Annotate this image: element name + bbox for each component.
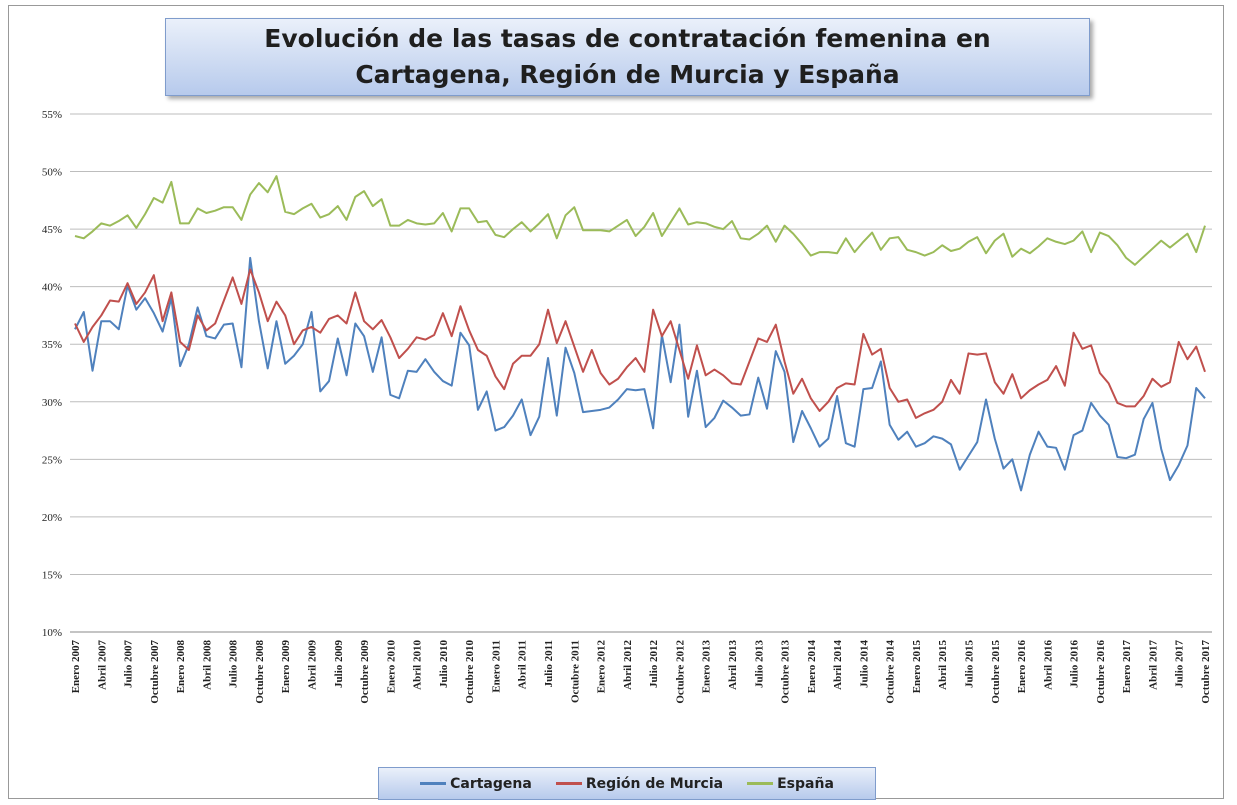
x-tick-label: Julio 2010 xyxy=(438,640,450,688)
x-tick-label: Abril 2007 xyxy=(96,640,108,690)
x-tick-label: Abril 2017 xyxy=(1147,640,1159,690)
y-tick-label: 30% xyxy=(42,397,62,409)
x-tick-label: Enero 2012 xyxy=(596,640,608,694)
y-tick-label: 40% xyxy=(42,282,62,294)
x-tick-label: Abril 2009 xyxy=(307,640,319,690)
x-tick-label: Julio 2011 xyxy=(543,640,555,687)
x-tick-label: Octubre 2013 xyxy=(780,640,792,704)
legend-label: España xyxy=(777,775,834,792)
x-tick-label: Julio 2017 xyxy=(1174,640,1186,688)
x-tick-label: Abril 2012 xyxy=(622,640,634,690)
legend-label: Región de Murcia xyxy=(585,775,724,792)
x-tick-label: Octubre 2008 xyxy=(254,640,266,704)
x-tick-label: Octubre 2009 xyxy=(359,640,371,704)
line-series xyxy=(74,256,1206,492)
x-tick-label: Octubre 2011 xyxy=(569,640,581,703)
line-series xyxy=(74,175,1206,266)
legend-entry: Región de Murcia xyxy=(555,775,724,792)
x-tick-label: Octubre 2007 xyxy=(149,640,161,704)
y-tick-label: 20% xyxy=(42,512,62,524)
x-tick-label: Enero 2007 xyxy=(70,640,82,694)
legend-swatch xyxy=(420,782,447,785)
x-tick-label: Enero 2016 xyxy=(1016,640,1028,694)
legend-entry: España xyxy=(747,776,834,792)
chart-title: Evolución de las tasas de contratación f… xyxy=(165,18,1090,96)
x-tick-label: Octubre 2014 xyxy=(885,640,897,704)
y-tick-label: 45% xyxy=(42,224,62,236)
y-tick-label: 25% xyxy=(42,454,62,466)
x-tick-label: Abril 2015 xyxy=(937,640,949,690)
x-tick-label: Abril 2014 xyxy=(832,640,844,690)
x-tick-label: Enero 2015 xyxy=(911,640,923,694)
x-tick-label: Julio 2012 xyxy=(648,640,660,688)
x-tick-label: Abril 2010 xyxy=(412,640,424,690)
x-tick-label: Enero 2011 xyxy=(490,640,502,693)
x-tick-label: Julio 2016 xyxy=(1069,640,1081,688)
legend-swatch xyxy=(555,782,582,785)
x-tick-label: Julio 2014 xyxy=(858,640,870,688)
y-tick-label: 55% xyxy=(42,109,62,121)
x-tick-label: Enero 2008 xyxy=(175,640,187,694)
x-tick-label: Julio 2013 xyxy=(753,640,765,688)
y-tick-label: 15% xyxy=(42,569,62,581)
x-tick-label: Abril 2016 xyxy=(1042,640,1054,690)
x-tick-label: Octubre 2012 xyxy=(674,640,686,704)
y-tick-label: 50% xyxy=(42,167,62,179)
x-tick-label: Enero 2010 xyxy=(385,640,397,694)
legend-swatch xyxy=(747,782,774,785)
x-tick-label: Octubre 2016 xyxy=(1095,640,1107,704)
x-tick-label: Octubre 2010 xyxy=(464,640,476,704)
legend-entry: Cartagena xyxy=(420,776,532,792)
x-tick-label: Julio 2007 xyxy=(123,640,135,688)
x-tick-label: Julio 2008 xyxy=(228,640,240,688)
y-tick-label: 35% xyxy=(42,339,62,351)
legend: Cartagena Región de Murcia España xyxy=(378,767,876,800)
x-tick-label: Abril 2011 xyxy=(517,640,529,689)
x-tick-label: Abril 2013 xyxy=(727,640,739,690)
x-tick-label: Julio 2015 xyxy=(963,640,975,688)
x-tick-label: Julio 2009 xyxy=(333,640,345,688)
x-tick-label: Octubre 2017 xyxy=(1200,640,1212,704)
y-tick-label: 10% xyxy=(42,627,62,639)
legend-label: Cartagena xyxy=(450,775,532,792)
x-tick-label: Enero 2014 xyxy=(806,640,818,694)
x-tick-label: Enero 2009 xyxy=(280,640,292,694)
line-series xyxy=(74,268,1206,419)
x-tick-label: Enero 2017 xyxy=(1121,640,1133,694)
x-tick-label: Abril 2008 xyxy=(201,640,213,690)
x-tick-label: Octubre 2015 xyxy=(990,640,1002,704)
x-tick-label: Enero 2013 xyxy=(701,640,713,694)
